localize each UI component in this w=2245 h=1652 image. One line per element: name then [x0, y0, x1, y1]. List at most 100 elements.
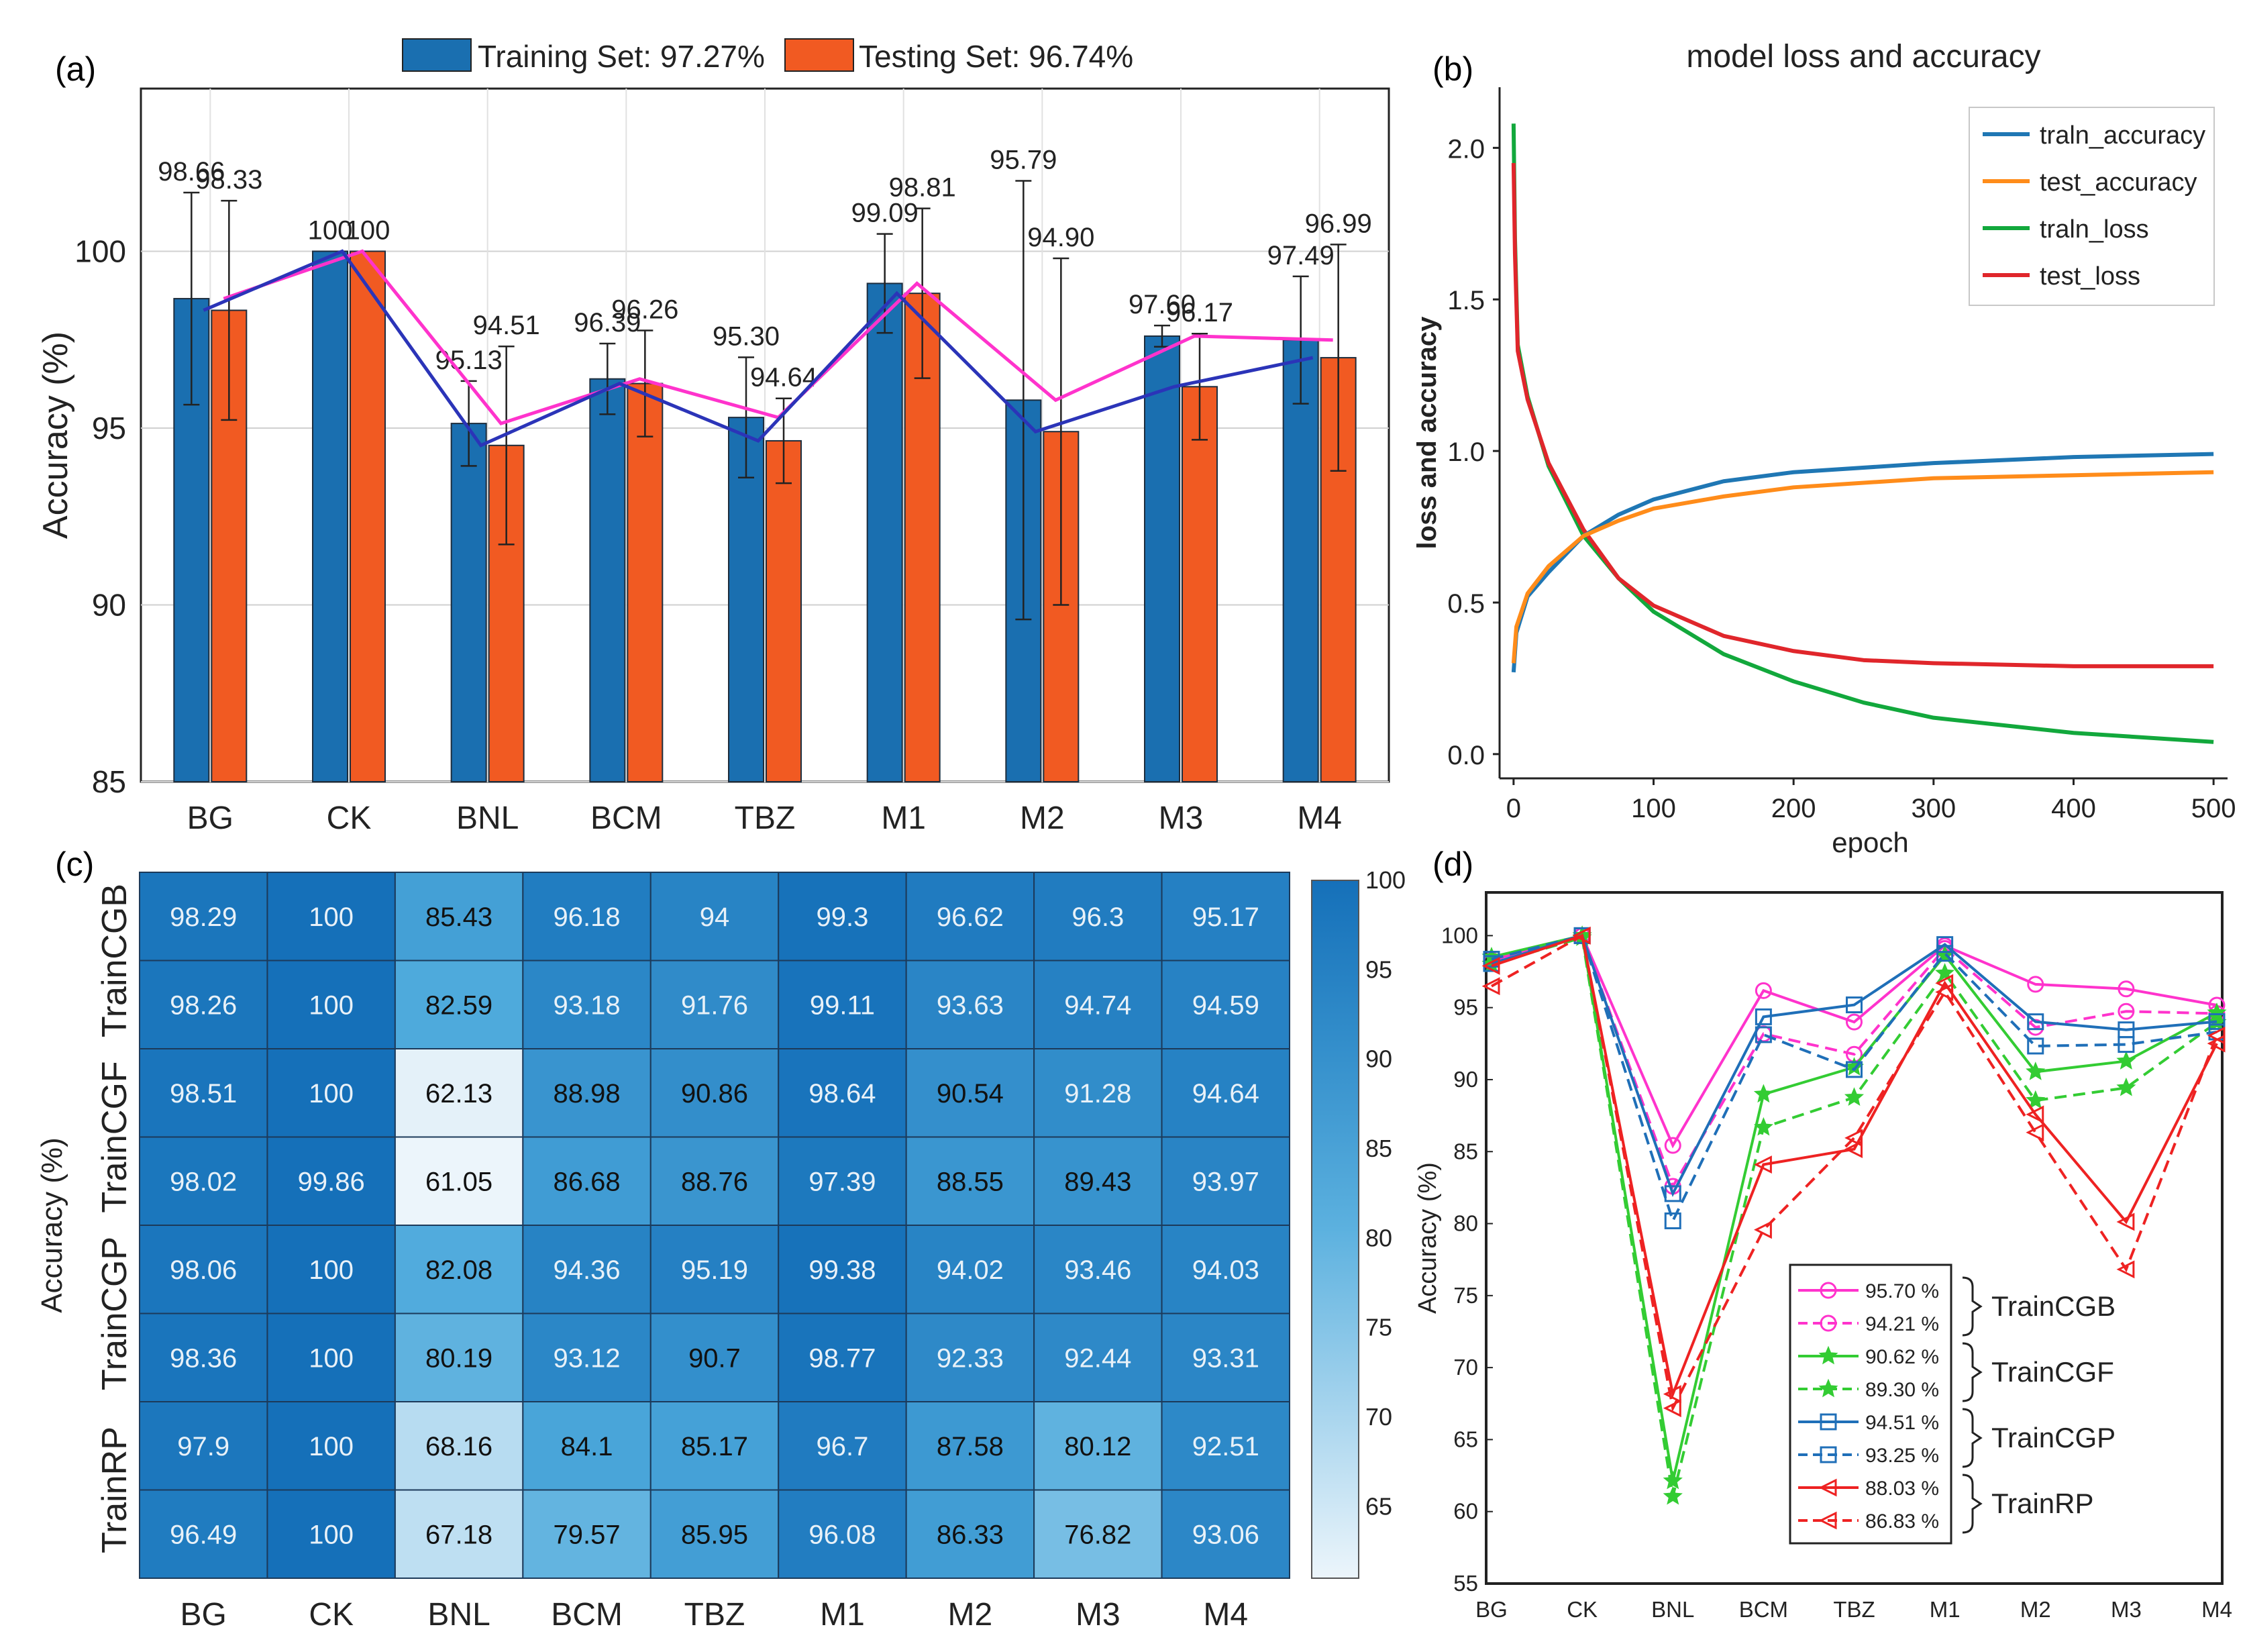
heatmap-cell [394, 960, 524, 1049]
x-tick-label: M1 [1930, 1597, 1961, 1622]
data-point-marker [1663, 1399, 1681, 1418]
x-tick-label: 400 [2051, 794, 2096, 823]
data-point-marker [2026, 1090, 2046, 1109]
legend-label: 90.62 % [1865, 1346, 1939, 1368]
cell-value: 100 [309, 1255, 354, 1285]
data-point-marker [1844, 1087, 1865, 1106]
row-group-label: TrainCGP [95, 1237, 134, 1390]
legend-label: traln_accuracy [2040, 121, 2205, 150]
data-label: 94.64 [750, 363, 817, 393]
heatmap-cell [266, 1048, 396, 1138]
cell-value: 99.86 [298, 1167, 365, 1196]
heatmap-cell [266, 1401, 396, 1491]
heatmap-cell [1161, 1225, 1290, 1314]
cell-value: 85.43 [425, 902, 492, 932]
row-group-label: TrainRP [95, 1427, 134, 1553]
x-tick-label: M4 [2201, 1597, 2232, 1622]
x-tick-label: M1 [881, 801, 926, 836]
heatmap-cell [1161, 1048, 1290, 1138]
test-bar [627, 382, 664, 782]
legend-label-test: Testing Set: 96.74% [859, 39, 1133, 74]
data-point-marker [1846, 996, 1863, 1014]
legend-box [1969, 107, 2215, 306]
cell-value: 92.51 [1192, 1432, 1259, 1461]
x-tick-label: M2 [948, 1597, 993, 1633]
x-tick-label: M2 [1020, 801, 1065, 836]
legend-brace [1962, 1408, 1983, 1468]
panel-label-b: (b) [1432, 50, 1473, 88]
data-point-marker [1663, 1486, 1683, 1505]
data-point-marker [1935, 983, 1954, 1001]
cell-value: 93.97 [1192, 1167, 1259, 1196]
y-tick-label: 95 [1453, 995, 1478, 1020]
data-point-marker [2027, 976, 2044, 993]
panel-label-d: (d) [1432, 845, 1473, 883]
train-bar [1144, 335, 1180, 782]
x-tick-label: M3 [1076, 1597, 1120, 1633]
x-tick-label: BG [180, 1597, 227, 1633]
x-tick-label: 200 [1771, 794, 1816, 823]
data-point-marker [1664, 1137, 1681, 1154]
panel-c-heatmap: 98.29 100 85.43 96.18 94 99.3 96.62 96.3 95.17 98… [36, 866, 1406, 1633]
y-tick-label: 85 [92, 764, 126, 799]
legend-group-label: TrainRP [1991, 1488, 2093, 1519]
data-point-marker [1663, 1470, 1683, 1490]
cell-value: 95.17 [1192, 902, 1259, 932]
legend-marker [1818, 1478, 1837, 1497]
colorbar-tick-label: 65 [1365, 1492, 1392, 1520]
heatmap-cell [139, 1048, 268, 1138]
colorbar-tick-label: 85 [1365, 1135, 1392, 1162]
y-tick-label: 95 [92, 411, 126, 446]
colorbar [1311, 880, 1359, 1579]
heatmap-cell [522, 1048, 651, 1138]
legend-label: test_accuracy [2040, 168, 2197, 197]
cell-value: 98.64 [808, 1079, 876, 1108]
cell-value: 100 [309, 902, 354, 932]
data-point-marker [1753, 1084, 1773, 1103]
heatmap-cell [266, 1225, 396, 1314]
cell-value: 86.33 [937, 1520, 1004, 1549]
cell-value: 68.16 [425, 1432, 492, 1461]
y-axis-label: loss and accuracy [1412, 316, 1442, 550]
cell-value: 93.63 [937, 990, 1004, 1020]
colorbar-tick-label: 75 [1365, 1314, 1392, 1341]
data-point-marker [2116, 1051, 2136, 1070]
cell-value: 90.7 [688, 1343, 741, 1373]
cell-value: 97.9 [177, 1432, 229, 1461]
cell-value: 93.06 [1192, 1520, 1259, 1549]
cell-value: 98.36 [170, 1343, 237, 1373]
cell-value: 86.68 [554, 1167, 621, 1196]
data-point-marker [1755, 982, 1772, 999]
x-tick-label: BNL [1651, 1597, 1694, 1622]
data-point-marker [2027, 1037, 2044, 1055]
heatmap-cell [1033, 1225, 1163, 1314]
data-point-marker [1844, 1140, 1863, 1159]
cell-value: 88.55 [937, 1167, 1004, 1196]
data-point-marker [2118, 980, 2135, 998]
heatmap-cell [266, 1489, 396, 1579]
data-point-marker [2118, 1036, 2135, 1053]
x-tick-label: BCM [590, 801, 662, 836]
cell-value: 96.7 [817, 1432, 869, 1461]
x-tick-label: M3 [1159, 801, 1204, 836]
data-point-marker [1754, 1155, 1772, 1174]
data-point-marker [2116, 1212, 2135, 1231]
heatmap-cell [1161, 1489, 1290, 1579]
legend-marker [1818, 1345, 1838, 1365]
heatmap-cell [905, 960, 1035, 1049]
test-accuracy-line [1511, 470, 2214, 664]
cell-value: 94.36 [554, 1255, 621, 1285]
test-bar [766, 440, 802, 783]
colorbar-tick-label: 95 [1365, 956, 1392, 983]
traincgp-solid-line [1491, 933, 2217, 1197]
data-point-marker [2118, 1002, 2135, 1020]
data-point-marker [1936, 945, 1954, 962]
heatmap-cell [394, 1136, 524, 1226]
cell-value: 93.31 [1192, 1343, 1259, 1373]
x-tick-label: TBZ [735, 801, 796, 836]
trainrp-solid-line [1491, 933, 2218, 1399]
data-label: 100 [308, 215, 353, 245]
train-bar [1282, 339, 1319, 782]
heatmap-cell [266, 1136, 396, 1226]
y-tick-label: 1.0 [1447, 437, 1485, 467]
